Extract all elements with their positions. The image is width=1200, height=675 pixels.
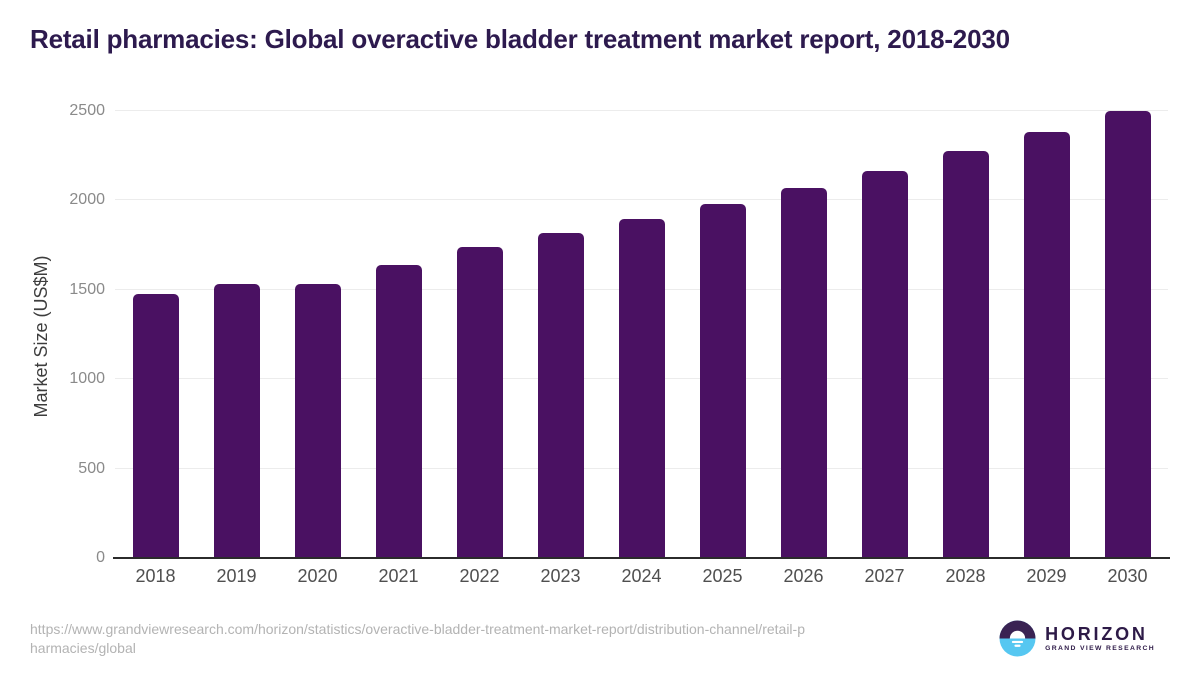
bar-series — [115, 111, 1168, 558]
bar-slot-2029 — [1006, 111, 1087, 558]
logo-wordmark: HORIZON — [1045, 624, 1148, 644]
bar-slot-2019 — [196, 111, 277, 558]
y-tick-0: 0 — [96, 549, 105, 566]
x-tick-2029: 2029 — [1026, 566, 1067, 586]
y-tick-1000: 1000 — [69, 370, 105, 388]
horizon-logo: HORIZON GRAND VIEW RESEARCH — [999, 620, 1155, 657]
x-tick-2025: 2025 — [702, 566, 743, 586]
bar-2030 — [1104, 111, 1151, 558]
bar-slot-2018 — [115, 111, 196, 558]
gridline-2500 — [115, 110, 1168, 111]
logo-text: HORIZON GRAND VIEW RESEARCH — [1045, 625, 1155, 652]
source-url-line: https://www.grandviewresearch.com/horizo… — [30, 621, 805, 637]
bar-slot-2024 — [601, 111, 682, 558]
x-tick-2028: 2028 — [945, 566, 986, 586]
bar-slot-2025 — [682, 111, 763, 558]
x-tick-2018: 2018 — [135, 566, 176, 586]
x-tick-2023: 2023 — [540, 566, 581, 586]
bar-slot-2028 — [925, 111, 1006, 558]
gridline-2000 — [115, 199, 1168, 201]
y-tick-500: 500 — [78, 459, 105, 477]
x-tick-2026: 2026 — [783, 566, 824, 586]
source-url: https://www.grandviewresearch.com/horizo… — [30, 620, 805, 657]
bar-2024 — [618, 219, 665, 558]
bar-slot-2021 — [358, 111, 439, 558]
x-tick-2024: 2024 — [621, 566, 662, 586]
x-tick-2030: 2030 — [1107, 566, 1148, 586]
bar-2020 — [294, 283, 341, 558]
bar-2022 — [456, 246, 503, 558]
bar-slot-2022 — [439, 111, 520, 558]
y-tick-2000: 2000 — [69, 191, 105, 209]
bar-2019 — [213, 283, 260, 558]
x-tick-2020: 2020 — [297, 566, 338, 586]
x-tick-2022: 2022 — [459, 566, 500, 586]
bar-slot-2020 — [277, 111, 358, 558]
bar-slot-2030 — [1087, 111, 1168, 558]
bar-slot-2026 — [763, 111, 844, 558]
x-axis-line — [113, 557, 1170, 559]
bar-2023 — [537, 233, 584, 558]
x-tick-2019: 2019 — [216, 566, 257, 586]
x-tick-2027: 2027 — [864, 566, 905, 586]
y-axis-ticks: 0 500 1000 1500 2000 2500 — [0, 102, 105, 566]
plot-area — [113, 110, 1170, 559]
footer: https://www.grandviewresearch.com/horizo… — [30, 620, 1155, 657]
y-tick-2500: 2500 — [69, 102, 105, 119]
source-url-line: harmacies/global — [30, 639, 136, 656]
bar-2027 — [861, 170, 908, 558]
y-tick-1500: 1500 — [69, 280, 105, 298]
bar-2028 — [942, 151, 989, 558]
bar-slot-2027 — [844, 111, 925, 558]
bar-2018 — [132, 294, 179, 558]
chart-title: Retail pharmacies: Global overactive bla… — [30, 24, 1010, 54]
bar-2021 — [375, 264, 422, 558]
bar-2026 — [780, 187, 827, 558]
x-tick-2021: 2021 — [378, 566, 419, 586]
x-axis-ticks: 2018 2019 2020 2021 2022 2023 2024 2025 2026 2027… — [115, 566, 1168, 587]
horizon-sunset-icon — [999, 620, 1036, 657]
bar-slot-2023 — [520, 111, 601, 558]
bar-2029 — [1023, 132, 1070, 558]
bar-2025 — [699, 203, 746, 558]
logo-subtitle: GRAND VIEW RESEARCH — [1045, 645, 1155, 652]
